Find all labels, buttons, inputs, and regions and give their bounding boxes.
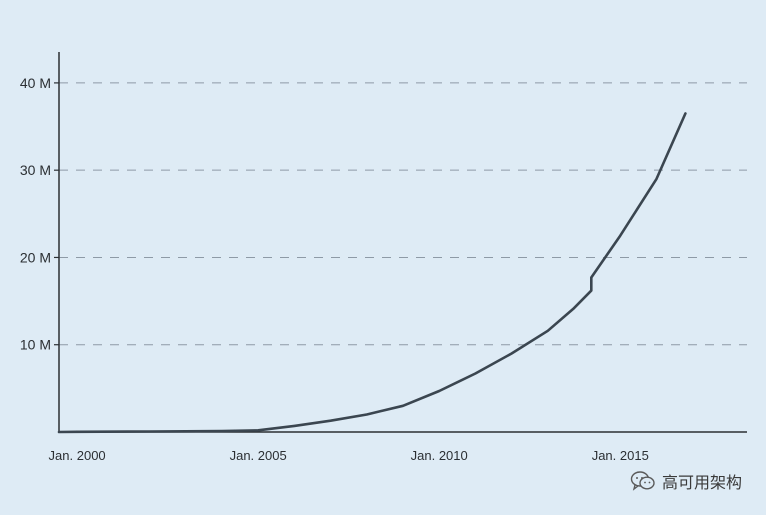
- y-tick-label-2: 30 M: [20, 162, 51, 178]
- x-tick-label-1: Jan. 2005: [230, 448, 287, 463]
- series-layer: [57, 112, 687, 434]
- grid-lines: [59, 82, 747, 346]
- watermark: 高可用架构: [630, 469, 742, 493]
- x-tick-labels: Jan. 2000 Jan. 2005 Jan. 2010 Jan. 2015: [49, 448, 649, 463]
- x-tick-label-0: Jan. 2000: [49, 448, 106, 463]
- wechat-icon: [630, 471, 655, 491]
- watermark-text: 高可用架构: [661, 473, 742, 492]
- series-line-0: [57, 112, 687, 434]
- y-tick-labels: 10 M 20 M 30 M 40 M: [20, 75, 59, 353]
- y-tick-label-3: 40 M: [20, 75, 51, 91]
- y-tick-label-1: 20 M: [20, 249, 51, 265]
- x-tick-label-2: Jan. 2010: [411, 448, 468, 463]
- y-tick-label-0: 10 M: [20, 337, 51, 353]
- x-tick-label-3: Jan. 2015: [592, 448, 649, 463]
